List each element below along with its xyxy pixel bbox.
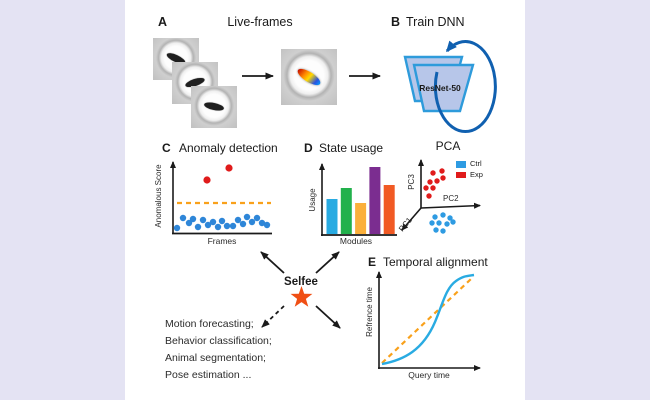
- selfee-label: Selfee: [284, 276, 318, 288]
- pca-exp-point: [430, 170, 436, 176]
- panel-b-letter: B: [391, 15, 401, 29]
- pca-ctrl-point: [444, 221, 450, 227]
- c-normal-point: [218, 217, 226, 225]
- c-normal-point: [185, 219, 193, 227]
- pca-ctrl-point: [433, 227, 439, 233]
- panel-e-title: Temporal alignment: [383, 255, 488, 269]
- c-normal-point: [258, 219, 266, 227]
- pca-exp-point: [440, 175, 446, 181]
- augmented-frame-photo: [281, 49, 337, 105]
- d-y-axis-label: Usage: [307, 188, 317, 212]
- arrow-selfee-to-applications-dashed: [261, 305, 285, 328]
- c-normal-point: [263, 221, 271, 229]
- mouse-silhouette: [203, 100, 225, 112]
- applications-list: Motion forecasting; Behavior classificat…: [165, 316, 272, 384]
- c-anomaly-point: [225, 164, 233, 172]
- panel-a-letter: A: [158, 15, 168, 29]
- augmented-mouse-silhouette: [295, 65, 323, 89]
- application-item: Animal segmentation;: [165, 352, 266, 364]
- c-normal-point: [173, 224, 181, 232]
- panel-e-letter: E: [368, 255, 377, 269]
- c-normal-point: [239, 220, 247, 228]
- training-loop-arrow: [433, 40, 497, 134]
- selfee-star-icon: [290, 286, 313, 307]
- d-bar-3: [369, 167, 381, 234]
- pca-ctrl-point: [440, 228, 446, 234]
- pca-exp-point: [423, 185, 429, 191]
- c-normal-point: [204, 221, 212, 229]
- panel-a-title: Live-frames: [227, 15, 293, 29]
- panel-d-letter: D: [304, 141, 313, 155]
- c-normal-point: [199, 216, 207, 224]
- dnn-trapezoid-front: [412, 63, 475, 113]
- application-item: Pose estimation ...: [165, 369, 252, 381]
- e-identity-line: [381, 278, 472, 364]
- c-anomaly-point: [203, 176, 211, 184]
- legend-ctrl-label: Ctrl: [470, 159, 482, 168]
- panel-d-title: State usage: [319, 141, 384, 155]
- c-scatter-points: [173, 164, 271, 232]
- arrow-selfee-to-anomaly: [260, 251, 285, 274]
- pca-pc1-axis: [401, 207, 422, 231]
- legend-exp-swatch: [456, 171, 466, 178]
- d-bar-1: [340, 188, 352, 234]
- c-normal-point: [253, 214, 261, 222]
- pca-exp-point: [430, 185, 436, 191]
- pca-exp-point: [426, 193, 432, 199]
- c-normal-point: [209, 218, 217, 226]
- e-x-axis-label: Query time: [408, 370, 450, 380]
- arrow-selfee-to-alignment: [315, 305, 341, 329]
- pca-ctrl-point: [450, 219, 456, 225]
- c-normal-point: [179, 214, 187, 222]
- c-normal-point: [229, 222, 237, 230]
- pca-title: PCA: [435, 139, 461, 153]
- pca-ctrl-point: [432, 214, 438, 220]
- panel-c-title: Anomaly detection: [179, 141, 278, 155]
- d-x-axis-label: Modules: [339, 236, 373, 246]
- pca-scatter-points: [423, 168, 456, 234]
- pca-exp-point: [434, 178, 440, 184]
- application-item: Behavior classification;: [165, 335, 272, 347]
- c-normal-point: [194, 223, 202, 231]
- pca-ctrl-point: [447, 215, 453, 221]
- resnet-label: ResNet-50: [419, 83, 461, 93]
- pca-ctrl-point: [436, 220, 442, 226]
- c-y-axis-label: Anomalous Score: [153, 164, 163, 228]
- c-normal-point: [234, 216, 242, 224]
- live-frame-photo-3: [191, 86, 237, 128]
- arrow-selfee-to-state-usage: [315, 251, 340, 274]
- panel-c-letter: C: [162, 141, 171, 155]
- c-normal-point: [223, 222, 231, 230]
- panel-b-title: Train DNN: [406, 15, 465, 29]
- pca-exp-point: [439, 168, 445, 174]
- application-item: Motion forecasting;: [165, 318, 254, 330]
- e-y-axis-label: Refrence time: [364, 287, 374, 337]
- pca-ctrl-point: [429, 220, 435, 226]
- d-bar-4: [383, 185, 395, 234]
- c-x-axis-label: Frames: [207, 236, 237, 246]
- c-normal-point: [248, 218, 256, 226]
- e-alignment-curve: [381, 273, 475, 366]
- c-normal-point: [243, 213, 251, 221]
- pca-exp-point: [427, 179, 433, 185]
- pca-pc2-label: PC2: [443, 194, 459, 203]
- pca-pc2-axis: [420, 202, 481, 209]
- d-bar-group: [326, 167, 395, 234]
- c-normal-point: [189, 215, 197, 223]
- c-normal-point: [214, 223, 222, 231]
- pca-ctrl-point: [440, 212, 446, 218]
- legend-exp-label: Exp: [470, 169, 483, 179]
- d-bar-2: [355, 203, 367, 234]
- d-bar-0: [326, 199, 338, 234]
- legend-ctrl-swatch: [456, 161, 466, 168]
- pca-pc3-label: PC3: [406, 174, 416, 190]
